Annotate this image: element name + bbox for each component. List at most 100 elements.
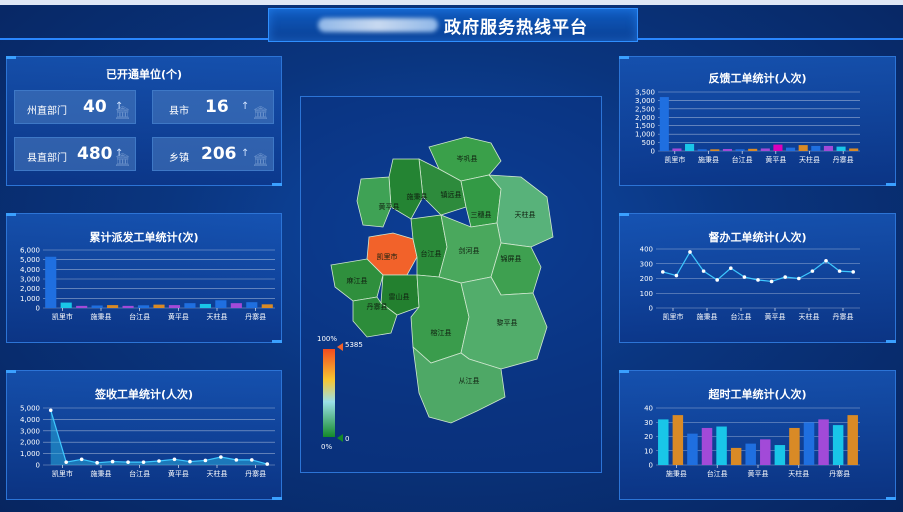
data-point[interactable] — [250, 458, 254, 462]
data-point[interactable] — [48, 408, 53, 413]
bar[interactable] — [107, 305, 119, 308]
stat-value: 480 — [77, 144, 113, 164]
map-region-rongjiang[interactable] — [410, 274, 470, 364]
legend-max-handle[interactable] — [337, 343, 343, 351]
data-point[interactable] — [797, 276, 801, 281]
bar[interactable] — [91, 305, 103, 308]
bar[interactable] — [823, 145, 833, 151]
bar[interactable] — [246, 302, 258, 308]
map-region-sansui[interactable] — [460, 174, 502, 228]
data-point[interactable] — [234, 458, 239, 462]
data-point[interactable] — [64, 460, 68, 464]
bar[interactable] — [849, 148, 859, 151]
bar[interactable] — [760, 148, 770, 151]
data-point[interactable] — [79, 457, 84, 462]
data-point[interactable] — [688, 250, 692, 254]
data-point[interactable] — [769, 279, 774, 284]
bar[interactable] — [716, 426, 727, 465]
bar[interactable] — [697, 149, 707, 151]
stat-card-counties[interactable]: 县市 16 ↑ 🏛 — [152, 90, 274, 124]
data-point[interactable] — [715, 278, 719, 282]
bar[interactable] — [153, 304, 165, 308]
stat-card-county-departments[interactable]: 县直部门 480 ↑ 🏛 — [14, 137, 136, 171]
bar[interactable] — [735, 149, 745, 151]
data-point[interactable] — [265, 462, 270, 466]
x-tick-label: 台江县 — [129, 469, 150, 478]
y-tick-label: 400 — [640, 246, 653, 254]
bar[interactable] — [659, 97, 669, 151]
data-point[interactable] — [851, 270, 855, 274]
bar[interactable] — [818, 419, 829, 465]
bar[interactable] — [847, 415, 858, 465]
data-point[interactable] — [141, 460, 146, 464]
x-tick-label: 黄平县 — [168, 469, 189, 478]
data-point[interactable] — [188, 459, 192, 464]
bar[interactable] — [672, 415, 684, 465]
bar[interactable] — [786, 147, 796, 151]
data-point[interactable] — [157, 459, 161, 463]
legend-min-handle[interactable] — [337, 434, 343, 442]
bar[interactable] — [230, 303, 242, 308]
data-point[interactable] — [661, 270, 665, 274]
bar[interactable] — [774, 445, 786, 465]
y-tick-label: 6,000 — [20, 247, 40, 255]
bar[interactable] — [658, 419, 669, 465]
bar[interactable] — [701, 427, 713, 465]
bar[interactable] — [168, 305, 181, 308]
legend-max-label: 100% — [317, 335, 337, 343]
bar[interactable] — [184, 303, 196, 308]
bar[interactable] — [137, 305, 150, 308]
map-label: 黄平县 — [379, 202, 400, 211]
data-point[interactable] — [824, 259, 828, 263]
units-panel-title: 已开通单位(个) — [105, 68, 183, 81]
timeout-chart-title: 超时工单统计(人次) — [708, 388, 807, 401]
bar[interactable] — [798, 145, 808, 151]
bar[interactable] — [261, 304, 273, 308]
data-point[interactable] — [219, 455, 223, 459]
bar[interactable] — [60, 302, 72, 308]
bar[interactable] — [836, 146, 846, 151]
data-point[interactable] — [126, 460, 130, 464]
y-tick-label: 5,000 — [20, 405, 40, 413]
bar[interactable] — [832, 425, 844, 465]
bar[interactable] — [710, 149, 720, 151]
bar[interactable] — [811, 145, 821, 151]
data-point[interactable] — [701, 269, 706, 273]
data-point[interactable] — [203, 458, 208, 463]
bar[interactable] — [45, 256, 57, 308]
bar[interactable] — [199, 303, 211, 308]
data-point[interactable] — [110, 459, 115, 464]
bar[interactable] — [760, 439, 771, 465]
map-region-huangping[interactable] — [356, 176, 392, 228]
map-region-danzhai[interactable] — [352, 296, 398, 338]
data-point[interactable] — [729, 266, 733, 270]
data-point[interactable] — [810, 269, 815, 273]
data-point[interactable] — [172, 457, 177, 462]
data-point[interactable] — [756, 278, 760, 282]
bar[interactable] — [773, 144, 783, 151]
bar[interactable] — [748, 148, 758, 151]
bar[interactable] — [803, 422, 815, 465]
bar[interactable] — [745, 443, 756, 465]
data-point[interactable] — [783, 275, 787, 279]
x-tick-label: 施秉县 — [91, 312, 112, 321]
bar[interactable] — [789, 427, 800, 465]
bar[interactable] — [722, 148, 732, 151]
bar[interactable] — [730, 447, 742, 465]
stat-card-townships[interactable]: 乡镇 206 ↑ 🏛 — [152, 137, 274, 171]
x-tick-label: 黄平县 — [765, 155, 786, 164]
data-point[interactable] — [95, 460, 99, 465]
map-region-jinping[interactable] — [490, 242, 542, 296]
map-region-liping[interactable] — [460, 276, 548, 370]
bar[interactable] — [687, 433, 698, 465]
bar[interactable] — [685, 143, 695, 151]
data-point[interactable] — [674, 273, 679, 278]
bar[interactable] — [215, 300, 227, 308]
bar[interactable] — [122, 305, 134, 308]
data-point[interactable] — [742, 275, 747, 279]
map-region-congjiang[interactable] — [412, 345, 506, 424]
bar[interactable] — [76, 305, 88, 308]
stat-card-prefecture-departments[interactable]: 州直部门 40 ↑ 🏛 — [14, 90, 136, 124]
data-point[interactable] — [837, 269, 842, 273]
bar[interactable] — [672, 148, 682, 151]
